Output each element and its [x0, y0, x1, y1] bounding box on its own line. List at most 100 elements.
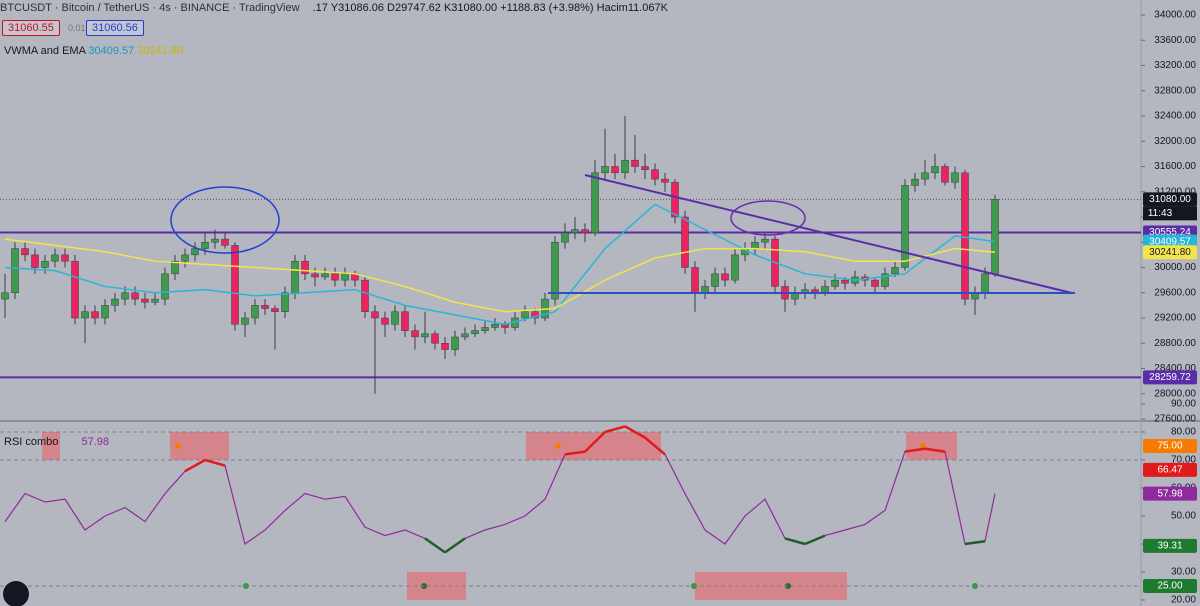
rsi-name: RSI combo: [4, 436, 59, 448]
candle-body: [701, 286, 709, 293]
rsi-badge-label: 39.31: [1157, 541, 1182, 552]
signal-dot: [920, 443, 926, 449]
candle-body: [991, 199, 999, 275]
candle-body: [551, 242, 559, 300]
rsi-badge: [1143, 439, 1197, 453]
vwma-value: 30409.57: [88, 45, 135, 57]
indicator-line: [4, 203, 996, 326]
ask-button[interactable]: 31060.56: [86, 20, 144, 36]
candle-body: [1, 292, 9, 300]
candle-body: [731, 254, 739, 281]
candle-body: [401, 311, 409, 331]
rsi-extreme-segment: [444, 537, 466, 554]
y-tick-label: 32400.00: [1154, 111, 1196, 122]
candle-body: [41, 260, 49, 268]
rsi-extreme-segment: [604, 425, 626, 434]
bid-button[interactable]: 31060.55: [2, 20, 60, 36]
candle-body: [471, 330, 479, 335]
candle-body: [281, 292, 289, 312]
y-tick-label: 31600.00: [1154, 161, 1196, 172]
y-tick-label: 27600.00: [1154, 414, 1196, 425]
candle-body: [571, 229, 579, 234]
candle-body: [241, 317, 249, 325]
signal-dot: [175, 443, 181, 449]
price-badge-label: 30409.57: [1149, 236, 1191, 247]
candle-body: [901, 185, 909, 268]
y-tick-label: 34000.00: [1154, 10, 1196, 21]
candle-body: [221, 238, 229, 246]
candle-body: [451, 336, 459, 350]
zone: [526, 432, 661, 460]
indicator-name: VWMA and EMA: [4, 45, 86, 57]
y-tick-label: 29200.00: [1154, 313, 1196, 324]
candle-body: [181, 254, 189, 262]
candle-body: [121, 292, 129, 300]
candle-body: [631, 159, 639, 167]
candle-body: [111, 298, 119, 306]
rsi-extreme-segment: [424, 537, 446, 554]
rsi-extreme-segment: [564, 450, 586, 456]
candle-body: [651, 169, 659, 180]
rsi-extreme-segment: [624, 425, 646, 439]
rsi-extreme-segment: [584, 431, 606, 453]
candle-body: [301, 260, 309, 275]
symbol-title: BTCUSDT · Bitcoin / TetherUS · 4s · BINA…: [0, 2, 300, 14]
candle-body: [341, 273, 349, 281]
candle-body: [151, 298, 159, 303]
rsi-badge: [1143, 579, 1197, 593]
rsi-extreme-segment: [204, 458, 226, 467]
candle-body: [261, 305, 269, 309]
rsi-badge-label: 75.00: [1157, 441, 1182, 452]
candle-body: [681, 216, 689, 268]
rsi-badge: [1143, 486, 1197, 501]
price-badge-label: 31080.00: [1149, 194, 1191, 205]
candle-body: [441, 343, 449, 350]
price-badge: [1143, 192, 1197, 207]
candle-body: [661, 178, 669, 183]
candle-body: [311, 273, 319, 278]
rsi-badge-label: 66.47: [1157, 465, 1182, 476]
candle-body: [191, 248, 199, 256]
price-badge-label: 28259.72: [1149, 372, 1191, 383]
price-badge: [1143, 245, 1197, 260]
rsi-legend: RSI combo 57.98: [4, 436, 109, 448]
candle-body: [211, 238, 219, 243]
candle-body: [251, 305, 259, 319]
candle-body: [611, 166, 619, 174]
ohlc: .17 Y31086.06 D29747.62 K31080.00 +1188.…: [313, 2, 668, 14]
candle-body: [381, 317, 389, 325]
y-tick-label: 28800.00: [1154, 338, 1196, 349]
candle-body: [31, 254, 39, 268]
candle-body: [941, 166, 949, 183]
rsi-extreme-segment: [804, 534, 826, 546]
countdown: 11:43: [1148, 208, 1173, 219]
indicator-legend: VWMA and EMA 30409.57 30241.80: [4, 45, 183, 57]
indicator-line: [4, 238, 996, 313]
candle-body: [141, 298, 149, 303]
ohlc-l: D29747.62: [387, 2, 441, 14]
header: BTCUSDT · Bitcoin / TetherUS · 4s · BINA…: [0, 2, 668, 14]
rsi-extreme-segment: [184, 458, 206, 473]
candle-body: [521, 311, 529, 319]
candle-body: [171, 260, 179, 275]
candle-body: [531, 311, 539, 319]
candle-body: [201, 242, 209, 249]
candle-body: [951, 172, 959, 183]
y-tick-label: 33600.00: [1154, 35, 1196, 46]
rsi-extreme-segment: [644, 436, 666, 456]
y-tick-label: 28400.00: [1154, 363, 1196, 374]
rsi-extreme-segment: [904, 447, 926, 453]
candle-body: [711, 273, 719, 287]
candle-body: [601, 166, 609, 174]
rsi-extreme-segment: [964, 539, 986, 546]
candle-body: [411, 330, 419, 338]
rsi-tick-label: 30.00: [1171, 567, 1196, 578]
candle-body: [721, 273, 729, 281]
candle-body: [981, 273, 989, 293]
y-tick-label: 32800.00: [1154, 85, 1196, 96]
y-tick-label: 32000.00: [1154, 136, 1196, 147]
rsi-badge-label: 57.98: [1157, 488, 1182, 499]
